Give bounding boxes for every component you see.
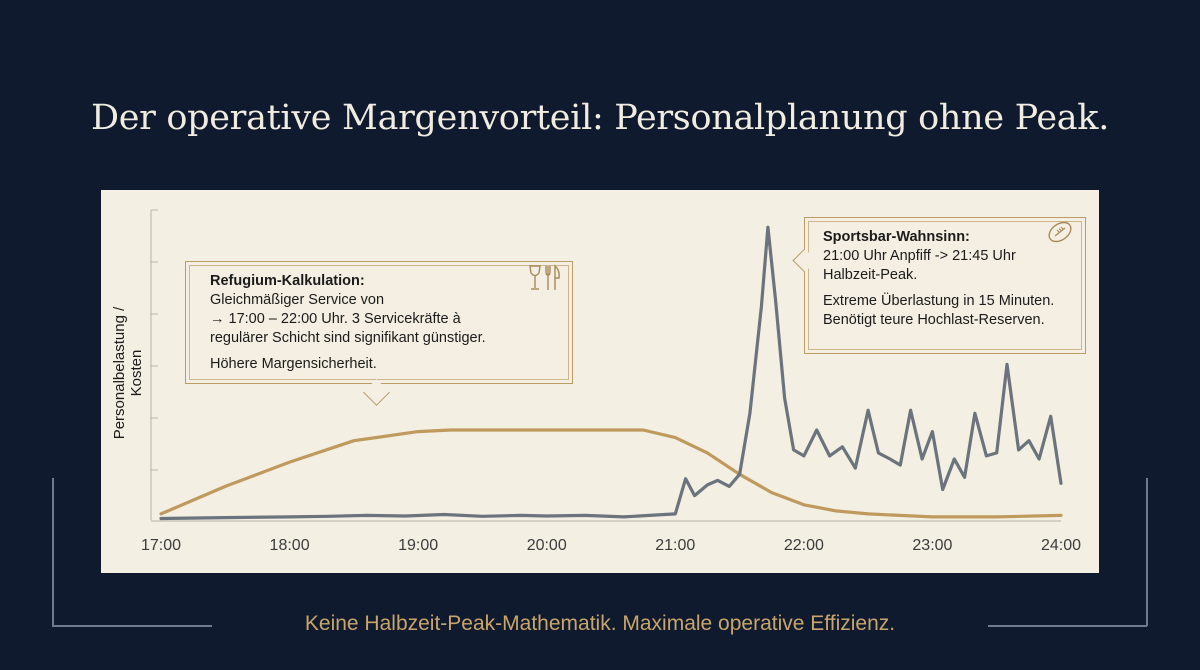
x-tick-label: 19:00 bbox=[398, 537, 438, 554]
refugium-callout-line: Gleichmäßiger Service von bbox=[210, 292, 385, 308]
frame-left bbox=[52, 478, 54, 626]
x-tick-label: 22:00 bbox=[784, 537, 824, 554]
x-tick-label: 17:00 bbox=[141, 537, 181, 554]
refugium-callout-line: regulärer Schicht sind signifikant günst… bbox=[210, 330, 486, 346]
sportsbar-callout-line: Halbzeit-Peak. bbox=[823, 267, 918, 283]
wine-glass-cutlery-icon bbox=[529, 264, 560, 290]
refugium-callout: Refugium-Kalkulation: Gleichmäßiger Serv… bbox=[185, 261, 573, 384]
football-icon bbox=[1048, 221, 1072, 243]
frame-bottom-left bbox=[52, 625, 212, 627]
x-tick-label: 24:00 bbox=[1041, 537, 1081, 554]
y-axis-label: Personalbelastung / Kosten bbox=[111, 306, 145, 440]
frame-bottom-right bbox=[988, 625, 1147, 627]
chart-panel: 17:00 18:00 19:00 20:00 21:00 22:00 23:00 24:00… bbox=[101, 190, 1099, 573]
refugium-callout-line: → 17:00 – 22:00 Uhr. 3 Servicekräfte à bbox=[210, 311, 461, 327]
x-tick-label: 20:00 bbox=[527, 537, 567, 554]
sportsbar-callout-line: Extreme Überlastung in 15 Minuten. bbox=[823, 293, 1055, 309]
sportsbar-series-line bbox=[159, 225, 1063, 521]
refugium-series-line bbox=[159, 428, 1063, 519]
footer-tagline: Keine Halbzeit-Peak-Mathematik. Maximale… bbox=[304, 612, 896, 635]
refugium-callout-line: Höhere Margensicherheit. bbox=[210, 356, 377, 372]
x-tick-label: 23:00 bbox=[912, 537, 952, 554]
refugium-callout-heading: Refugium-Kalkulation: bbox=[210, 273, 365, 289]
sportsbar-callout-line: Benötigt teure Hochlast-Reserven. bbox=[823, 312, 1045, 328]
sportsbar-callout-heading: Sportsbar-Wahnsinn: bbox=[823, 229, 970, 245]
frame-right bbox=[1146, 478, 1148, 626]
slide-title: Der operative Margenvorteil: Personalpla… bbox=[90, 98, 1110, 138]
sportsbar-callout: Sportsbar-Wahnsinn: 21:00 Uhr Anpfiff ->… bbox=[804, 217, 1086, 354]
line-chart: 17:00 18:00 19:00 20:00 21:00 22:00 23:00 24:00 bbox=[141, 209, 1081, 554]
sportsbar-callout-line: 21:00 Uhr Anpfiff -> 21:45 Uhr bbox=[823, 248, 1016, 264]
x-tick-label: 21:00 bbox=[655, 537, 695, 554]
x-tick-label: 18:00 bbox=[270, 537, 310, 554]
